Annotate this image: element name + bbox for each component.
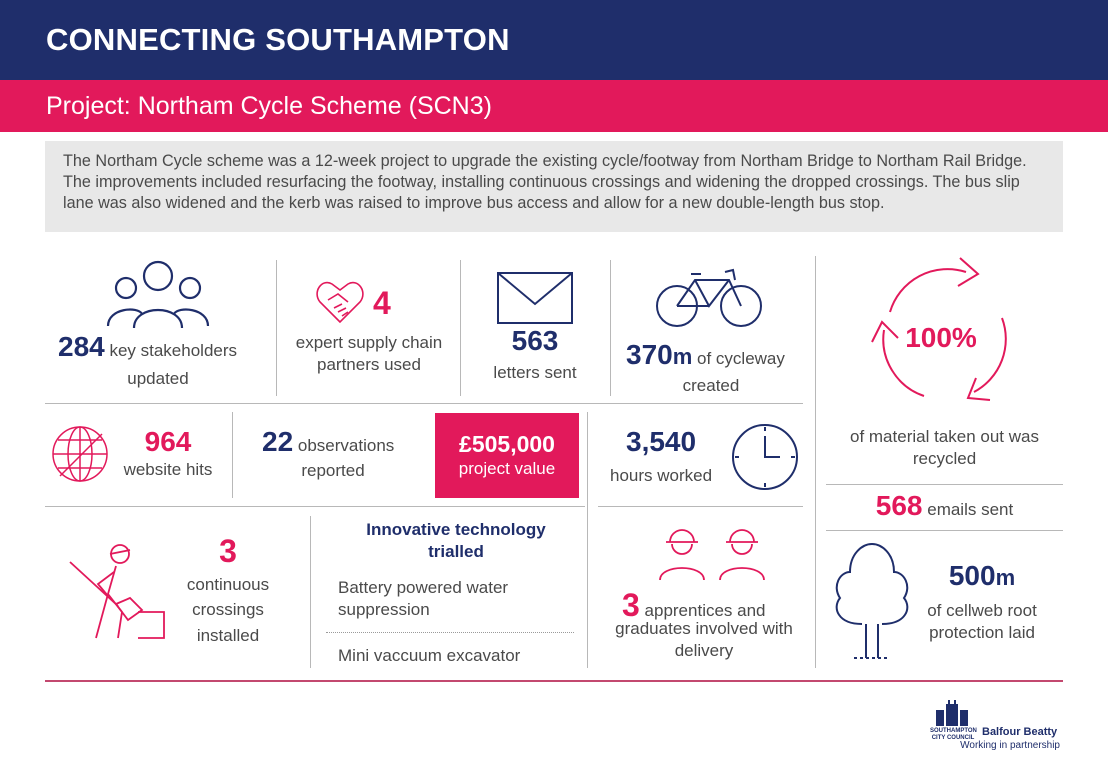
observations-value: 22	[262, 426, 294, 457]
divider	[598, 506, 803, 507]
partners-label-2: partners used	[317, 355, 421, 374]
divider	[587, 412, 588, 668]
innovation-item-1b: suppression	[338, 600, 430, 619]
innovation-heading-2: trialled	[428, 542, 484, 561]
innovation-item-2: Mini vaccuum excavator	[338, 646, 521, 665]
divider	[610, 260, 611, 396]
crossings-label-1: continuous	[186, 575, 270, 594]
apprentices-label: apprentices and	[644, 601, 766, 620]
crossings-label-2: crossings	[192, 600, 264, 619]
recycled-value: 100%	[905, 322, 977, 353]
partners-value: 4	[373, 285, 391, 321]
emails-label: emails sent	[927, 500, 1014, 519]
innovation-heading-1: Innovative technology	[366, 520, 546, 539]
hours-value: 3,540	[626, 426, 697, 457]
cycleway-label-2: created	[682, 376, 740, 395]
cycleway-value: 370	[626, 339, 673, 370]
recycled-label-2: recycled	[912, 449, 977, 468]
stakeholders-value: 284	[58, 331, 105, 362]
project-value-box: £505,000 project value	[435, 413, 579, 498]
council-subname: CITY COUNCIL	[931, 735, 975, 741]
recycle-arrows-icon	[871, 257, 1007, 401]
header-banner	[0, 0, 1108, 80]
crossings-value: 3	[219, 533, 237, 569]
partner-logos: SOUTHAMPTON CITY COUNCIL Balfour Beatty …	[928, 700, 1068, 760]
divider	[815, 256, 816, 668]
cellweb-label-2: protection laid	[929, 623, 1035, 642]
bottom-rule	[45, 680, 1063, 682]
cellweb-label-1: of cellweb root	[927, 601, 1037, 620]
cycleway-label: of cycleway	[697, 349, 785, 368]
intro-text: The Northam Cycle scheme was a 12-week p…	[45, 141, 1063, 232]
hardhat-workers-icon	[659, 529, 765, 581]
project-title: Project: Northam Cycle Scheme (SCN3)	[46, 92, 492, 120]
observations-label-2: reported	[301, 461, 365, 480]
divider	[460, 260, 461, 396]
observations-label: observations	[297, 436, 395, 455]
partner-name: Balfour Beatty	[982, 726, 1058, 738]
partnership-tagline: Working in partnership	[960, 740, 1060, 751]
cycleway-unit: m	[672, 344, 693, 369]
clock-icon	[732, 424, 798, 490]
website-value: 964	[144, 426, 192, 457]
divider	[310, 516, 311, 668]
people-group-icon	[106, 260, 210, 329]
handshake-heart-icon	[316, 281, 364, 324]
divider	[826, 484, 1063, 485]
envelope-icon	[497, 272, 573, 324]
bicycle-icon	[656, 268, 762, 327]
cellweb-value: 500	[948, 560, 996, 591]
council-name: SOUTHAMPTON	[930, 728, 977, 734]
emails-value: 568	[875, 490, 923, 521]
crossings-label-3: installed	[196, 626, 260, 645]
letters-value: 563	[511, 325, 559, 356]
cellweb-unit: m	[995, 565, 1016, 590]
dotted-divider	[326, 632, 574, 633]
divider	[45, 403, 803, 404]
stakeholders-label: key stakeholders	[109, 341, 238, 360]
divider	[45, 506, 585, 507]
apprentices-label-3: delivery	[674, 641, 734, 660]
divider	[826, 530, 1063, 531]
page-title: CONNECTING SOUTHAMPTON	[46, 22, 510, 57]
apprentices-label-2: graduates involved with	[615, 619, 793, 638]
digging-worker-icon	[69, 544, 165, 639]
globe-icon	[52, 426, 108, 482]
hours-label: hours worked	[610, 466, 713, 485]
apprentices-value: 3	[622, 587, 640, 623]
divider	[232, 412, 233, 498]
innovation-item-1a: Battery powered water	[338, 578, 509, 597]
partners-label-1: expert supply chain	[295, 333, 443, 352]
tree-icon	[835, 542, 909, 659]
stakeholders-label-2: updated	[127, 369, 189, 388]
letters-label: letters sent	[493, 363, 577, 382]
project-value: £505,000	[459, 431, 555, 457]
project-value-label: project value	[458, 459, 556, 478]
project-banner	[0, 80, 1108, 132]
website-label: website hits	[123, 460, 213, 479]
council-crest-icon	[936, 700, 968, 726]
recycled-label-1: of material taken out was	[850, 427, 1039, 446]
divider	[276, 260, 277, 396]
